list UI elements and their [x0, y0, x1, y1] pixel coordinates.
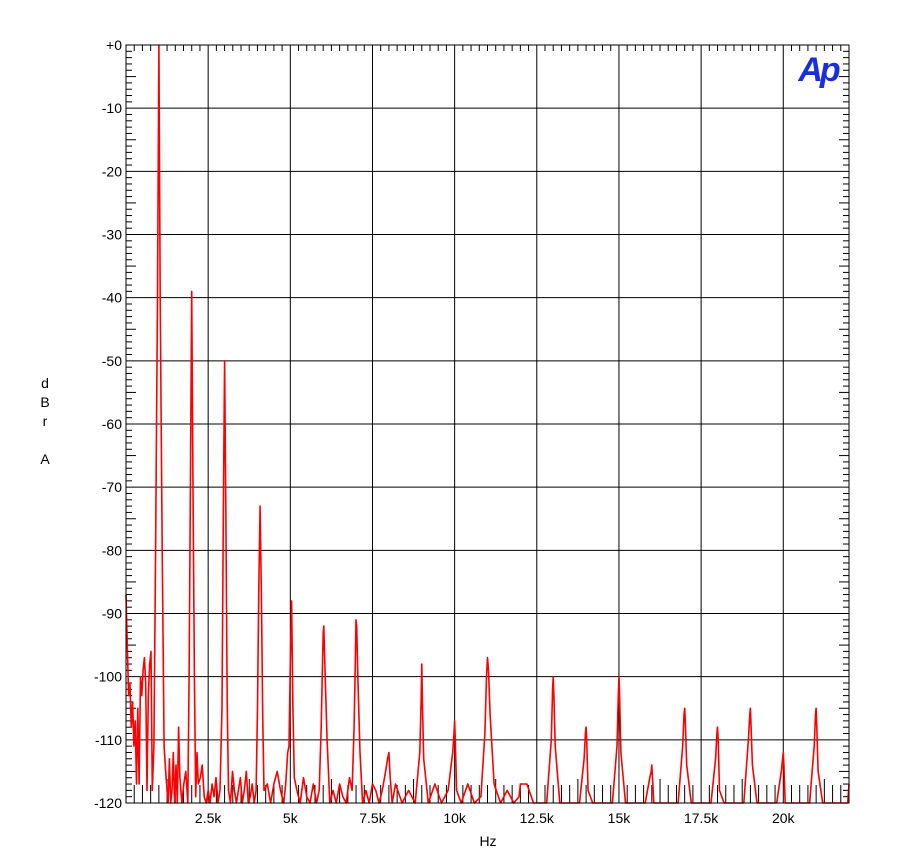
x-tick-labels: 2.5k 5k 7.5k 10k 12.5k 15k 17.5k 20k	[195, 810, 796, 826]
x-tick-label: 10k	[443, 810, 467, 826]
x-tick-label: 12.5k	[520, 810, 555, 826]
series-layer	[125, 44, 850, 804]
y-tick-label: -40	[102, 290, 122, 306]
spectrum-trace	[125, 44, 850, 804]
y-tick-label: +0	[106, 37, 122, 53]
y-tick-label: -50	[102, 353, 122, 369]
y-axis-title-letter: d	[41, 375, 49, 391]
y-tick-label: -80	[102, 542, 122, 558]
y-axis-title-letter: A	[40, 451, 50, 467]
y-tick-label: -10	[102, 100, 122, 116]
y-tick-label: -100	[94, 669, 122, 685]
ap-logo: Ap	[797, 51, 840, 89]
x-tick-label: 2.5k	[195, 810, 222, 826]
x-tick-label: 7.5k	[359, 810, 386, 826]
y-axis-title: dBr A	[40, 375, 50, 467]
x-tick-label: 20k	[772, 810, 796, 826]
y-axis-title-letter: B	[40, 394, 49, 410]
y-tick-label: -30	[102, 227, 122, 243]
x-tick-label: 15k	[608, 810, 632, 826]
y-tick-label: -20	[102, 163, 122, 179]
y-tick-label: -120	[94, 795, 122, 811]
x-tick-label: 5k	[283, 810, 299, 826]
x-axis-title: Hz	[479, 833, 496, 849]
y-axis-title-letter: r	[43, 413, 48, 429]
x-tick-label: 17.5k	[684, 810, 719, 826]
y-tick-labels: +0 -10 -20 -30 -40 -50 -60 -70 -80 -90 -100 -110 -12…	[94, 37, 122, 811]
y-tick-label: -60	[102, 416, 122, 432]
y-tick-label: -110	[95, 732, 122, 748]
y-tick-label: -70	[102, 479, 122, 495]
y-tick-label: -90	[102, 606, 122, 622]
plot-frame	[125, 44, 850, 804]
